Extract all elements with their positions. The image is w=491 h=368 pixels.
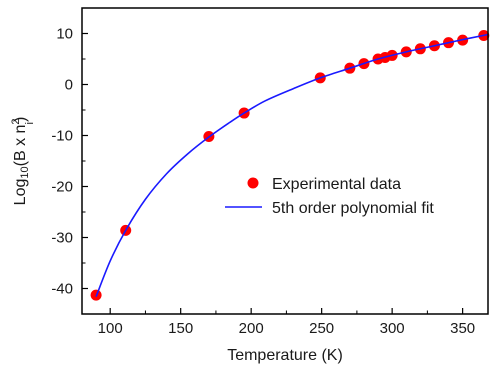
y-tick-label: -30	[51, 230, 73, 247]
plot-frame	[81, 7, 489, 315]
x-axis-title: Temperature (K)	[227, 347, 343, 364]
y-tick-label: -40	[51, 281, 73, 298]
y-axis-title-superscript: 2	[10, 118, 22, 124]
y-tick-label: 0	[65, 77, 73, 94]
axes	[81, 7, 489, 315]
y-axis-title-subscript: i	[24, 122, 36, 124]
y-axis-title-close: )	[12, 117, 29, 122]
y-tick-label: -20	[51, 179, 73, 196]
y-axis-title-expression: (B x n	[12, 125, 29, 167]
tick-marks	[82, 32, 464, 314]
legend-marker-experimental	[247, 177, 259, 189]
y-axis-title-prefix: Log	[12, 179, 29, 206]
y-tick-label: 10	[56, 26, 73, 43]
tick-labels: 100 150 200 250 300 350 -40 -30 -20 -10 0 10	[51, 26, 475, 338]
y-axis-title-log-base: 10	[19, 166, 31, 178]
x-tick-label: 200	[239, 320, 264, 337]
x-tick-label: 250	[309, 320, 334, 337]
x-tick-label: 350	[450, 320, 475, 337]
series-line-polynomial-fit	[95, 33, 489, 297]
legend: Experimental data 5th order polynomial f…	[225, 176, 434, 217]
x-tick-label: 300	[380, 320, 405, 337]
plot-area	[90, 30, 490, 301]
x-tick-label: 100	[98, 320, 123, 337]
x-tick-label: 150	[168, 320, 193, 337]
legend-label-experimental: Experimental data	[272, 176, 401, 193]
y-axis-title: Log10(B x n2 i)	[10, 117, 36, 206]
y-tick-label: -10	[51, 128, 73, 145]
legend-label-fit: 5th order polynomial fit	[272, 200, 434, 217]
